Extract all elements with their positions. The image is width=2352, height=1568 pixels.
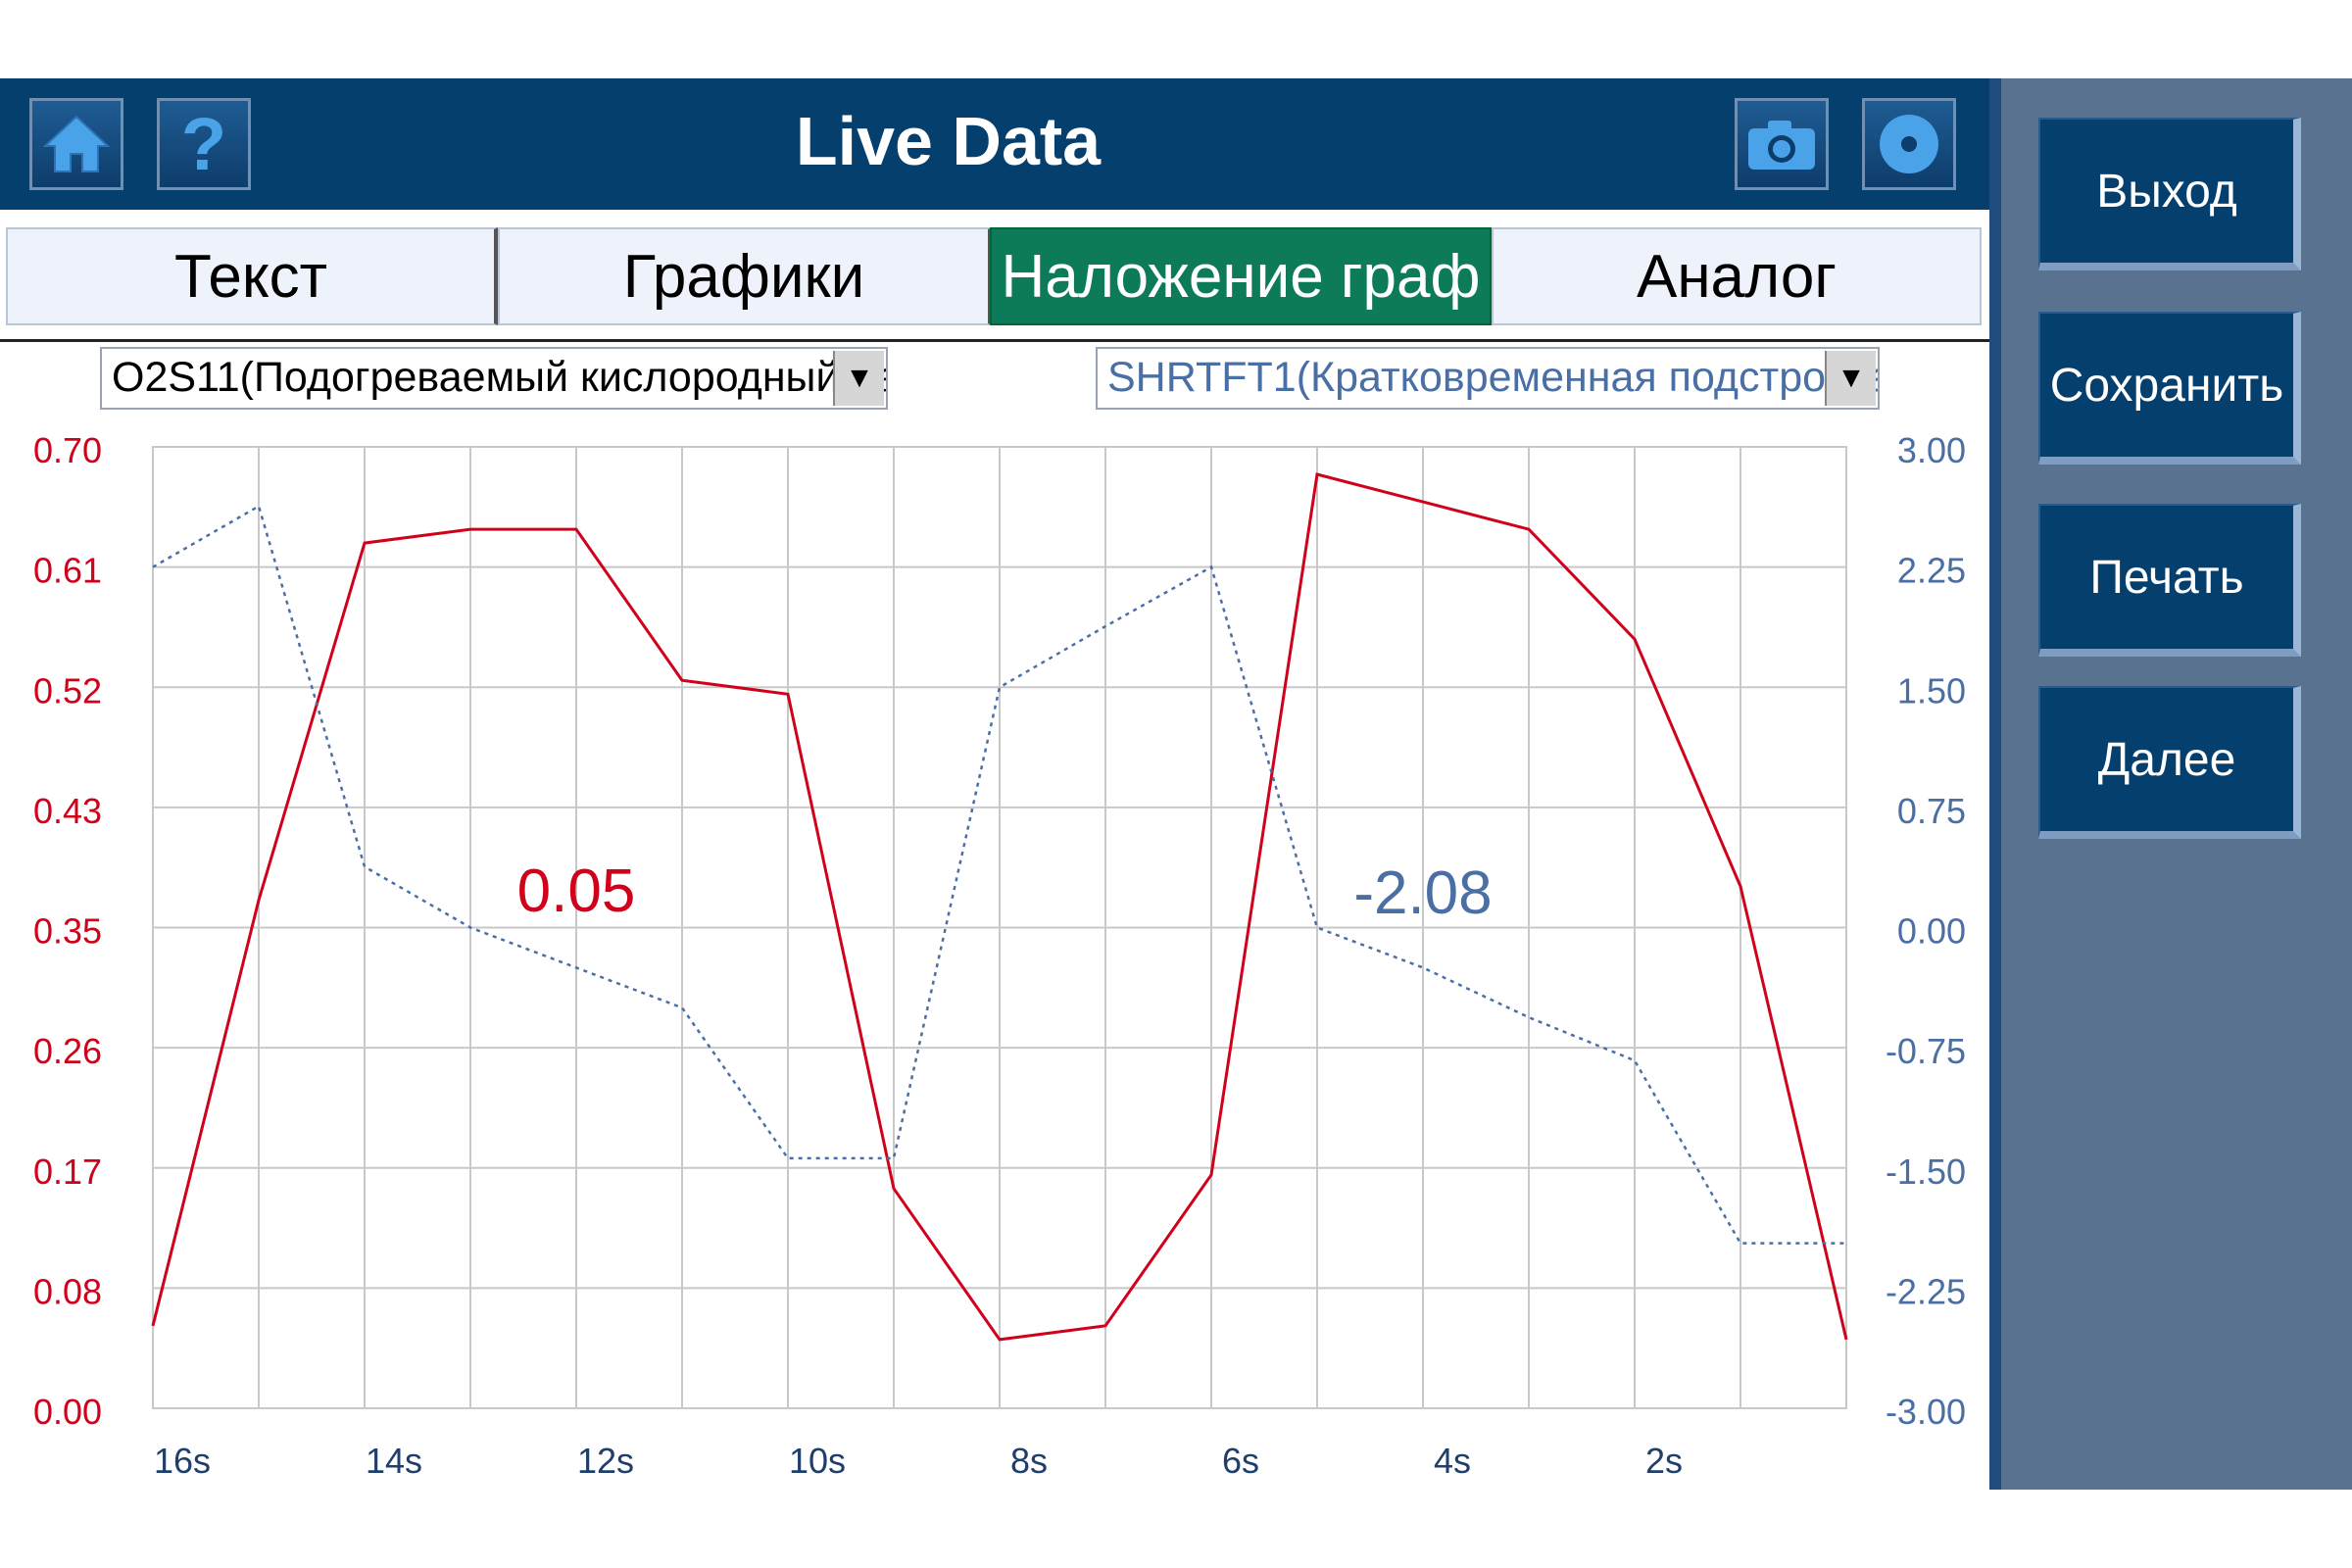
right-axis-tick-label: 2.25 [1897, 551, 1966, 591]
series-2-current-value: -2.08 [1353, 859, 1492, 927]
right-axis-tick-label: -3.00 [1886, 1392, 1966, 1432]
page-title: Live Data [795, 103, 1102, 179]
record-icon [1880, 115, 1938, 173]
sidebar-divider [1989, 78, 2001, 1490]
next-button[interactable]: Далее [2038, 686, 2301, 839]
right-axis-tick-label: 0.00 [1897, 911, 1966, 952]
right-axis-tick-label: -1.50 [1886, 1152, 1966, 1192]
series-2-line [152, 504, 1846, 1245]
sensor-select-left[interactable]: O2S11(Подогреваемый кислородный датчик ▼ [100, 347, 888, 410]
x-axis-tick-label: 2s [1645, 1441, 1683, 1481]
home-button[interactable] [29, 98, 123, 190]
left-axis-tick-label: 0.08 [33, 1271, 102, 1311]
left-axis-tick-label: 0.70 [33, 430, 102, 470]
tab-bar: Текст Графики Наложение граф Аналог [0, 210, 2001, 345]
tab-overlay-graphs[interactable]: Наложение граф [990, 227, 1492, 325]
help-button[interactable]: ? [157, 98, 251, 190]
record-button[interactable] [1862, 98, 1956, 190]
right-axis-tick-label: 0.75 [1897, 791, 1966, 831]
x-axis-tick-label: 6s [1222, 1441, 1259, 1481]
exit-button[interactable]: Выход [2038, 118, 2301, 270]
chart-grid [152, 446, 1847, 1409]
chart-series [151, 472, 1848, 1342]
series-1-current-value: 0.05 [517, 858, 636, 925]
overlay-chart: 0.70 0.61 0.52 0.43 0.35 0.26 0.17 0.08 0.00 3.00… [33, 430, 1966, 1481]
right-axis-tick-label: -0.75 [1886, 1031, 1966, 1071]
left-axis-tick-label: 0.35 [33, 911, 102, 952]
left-axis-tick-label: 0.61 [33, 551, 102, 591]
sensor-select-right[interactable]: SHRTFT1(Кратковременная подстройка топли… [1096, 347, 1880, 410]
home-icon [42, 115, 111, 172]
x-axis-tick-label: 16s [154, 1441, 211, 1481]
right-axis-tick-label: -2.25 [1886, 1271, 1966, 1311]
tab-text[interactable]: Текст [6, 227, 498, 325]
chevron-down-icon[interactable]: ▼ [833, 351, 884, 406]
tab-divider [0, 339, 1989, 342]
chevron-down-icon[interactable]: ▼ [1825, 351, 1876, 406]
series-1-line [151, 472, 1848, 1342]
left-axis-tick-label: 0.52 [33, 670, 102, 710]
camera-icon [1748, 121, 1815, 170]
header-bar: ? Live Data [0, 78, 2001, 210]
x-axis-tick-label: 8s [1010, 1441, 1048, 1481]
tab-analog[interactable]: Аналог [1492, 227, 1982, 325]
left-axis-tick-label: 0.00 [33, 1392, 102, 1432]
left-axis-tick-label: 0.26 [33, 1031, 102, 1071]
camera-button[interactable] [1735, 98, 1829, 190]
save-button[interactable]: Сохранить [2038, 312, 2301, 465]
right-axis-tick-label: 3.00 [1897, 430, 1966, 470]
left-axis-tick-label: 0.43 [33, 791, 102, 831]
help-icon: ? [180, 102, 227, 186]
x-axis-tick-label: 10s [789, 1441, 846, 1481]
tab-graphs[interactable]: Графики [498, 227, 992, 325]
sensor-select-right-value: SHRTFT1(Кратковременная подстройка топли… [1107, 354, 1880, 401]
chart-axes: 0.70 0.61 0.52 0.43 0.35 0.26 0.17 0.08 0.00 3.00… [33, 430, 1966, 1481]
x-axis-tick-label: 12s [577, 1441, 634, 1481]
sensor-select-left-value: O2S11(Подогреваемый кислородный датчик [112, 354, 886, 401]
right-axis-tick-label: 1.50 [1897, 670, 1966, 710]
left-axis-tick-label: 0.17 [33, 1152, 102, 1192]
x-axis-tick-label: 14s [366, 1441, 422, 1481]
x-axis-tick-label: 4s [1434, 1441, 1471, 1481]
print-button[interactable]: Печать [2038, 504, 2301, 657]
